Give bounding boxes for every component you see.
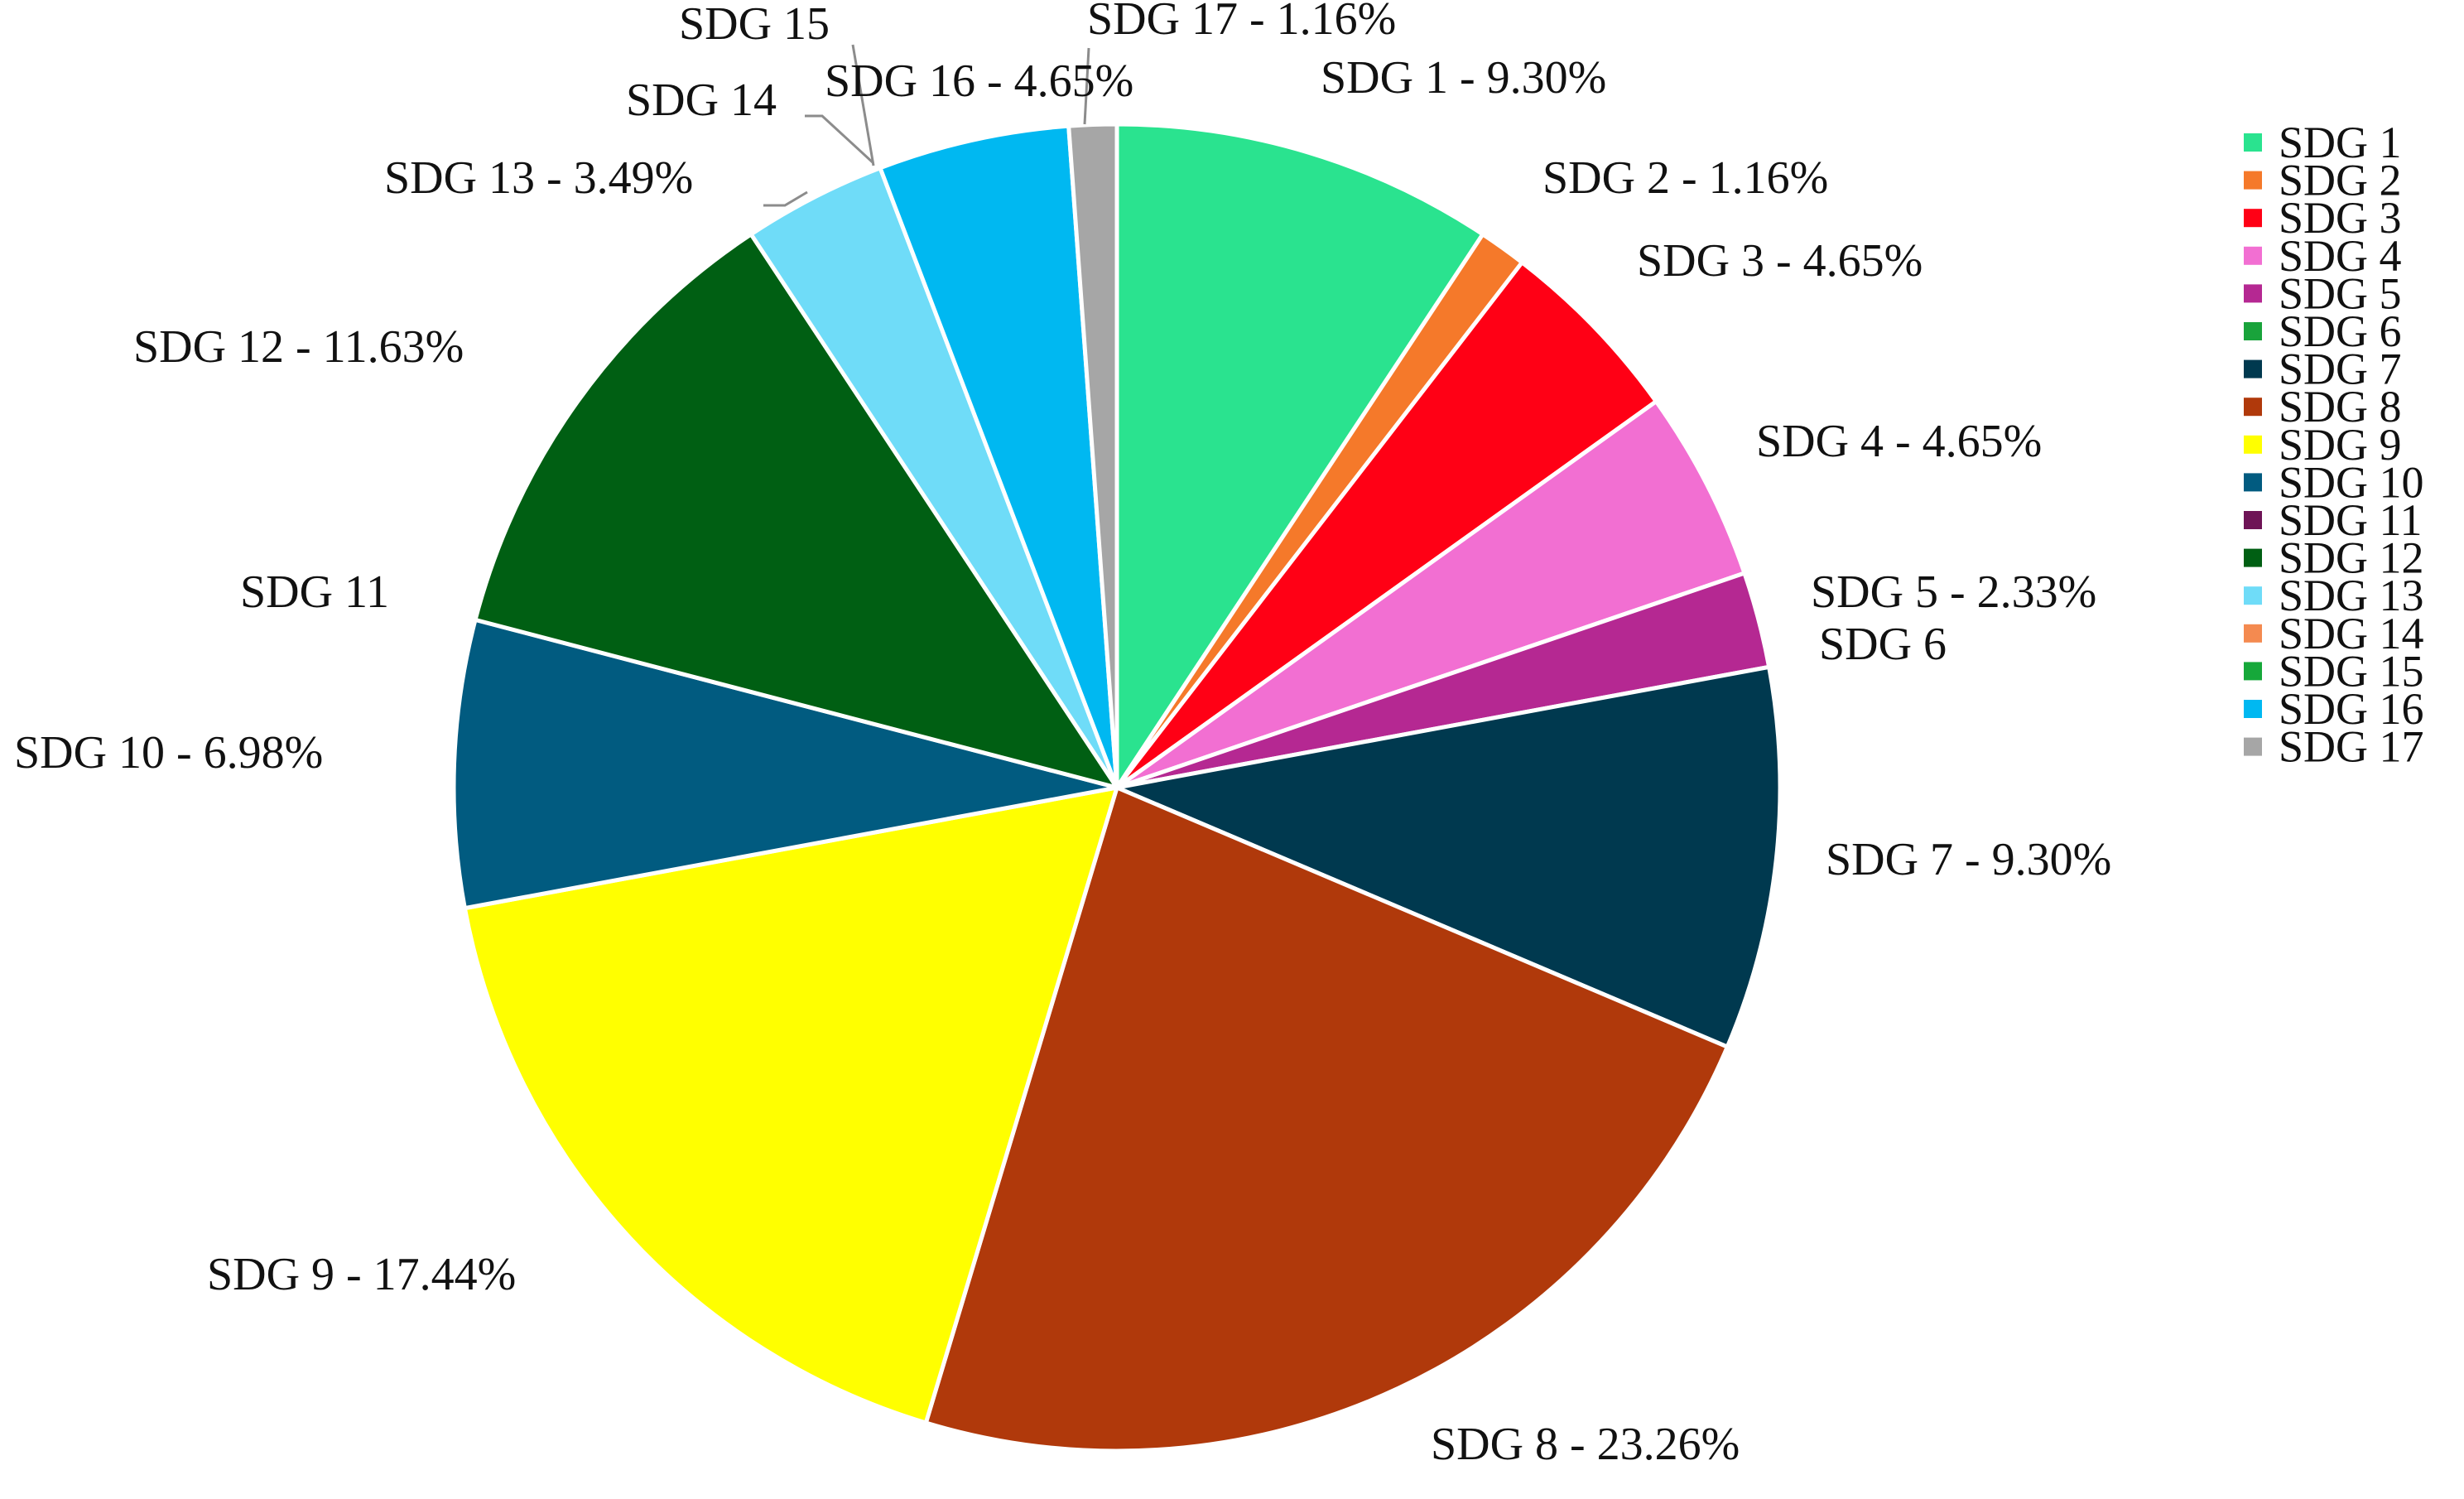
legend-swatch-sdg-9 (2244, 435, 2262, 454)
legend-swatch-sdg-2 (2244, 171, 2262, 190)
legend-label-sdg-14: SDG 14 (2279, 609, 2424, 658)
data-label-sdg-16: SDG 16 - 4.65% (825, 55, 1133, 107)
pie-slice-sdg-1 (1114, 122, 1485, 790)
leader-line-sdg-13 (763, 190, 808, 207)
slice-labels: SDG 1 - 9.30% SDG 2 - 1.16% SDG 3 - 4.65% S… (14, 0, 2111, 1470)
legend-label-sdg-15: SDG 15 (2279, 646, 2424, 696)
leader-line-sdg-17 (1083, 47, 1090, 125)
data-label-sdg-10: SDG 10 - 6.98% (14, 727, 323, 778)
pie-slice-sdg-3 (1114, 260, 1658, 790)
legend-swatch-sdg-13 (2244, 586, 2262, 605)
legend-label-sdg-10: SDG 10 (2279, 457, 2424, 507)
legend-label-sdg-9: SDG 9 (2279, 420, 2402, 470)
data-label-sdg-9: SDG 9 - 17.44% (207, 1249, 516, 1300)
legend-swatch-sdg-12 (2244, 548, 2262, 567)
legend-swatch-sdg-5 (2244, 284, 2262, 303)
data-label-sdg-2: SDG 2 - 1.16% (1542, 152, 1828, 204)
legend-swatch-sdg-4 (2244, 246, 2262, 265)
legend-label-sdg-17: SDG 17 (2279, 722, 2424, 772)
legend-swatch-sdg-10 (2244, 473, 2262, 492)
pie-slice-sdg-17 (1066, 122, 1119, 790)
legend-swatch-sdg-1 (2244, 133, 2262, 152)
legend-swatch-sdg-16 (2244, 700, 2262, 718)
legend-label-sdg-1: SDG 1 (2279, 118, 2402, 167)
pie-slice-sdg-9 (462, 785, 1119, 1425)
data-label-sdg-17: SDG 17 - 1.16% (1087, 0, 1396, 45)
data-label-sdg-12: SDG 12 - 11.63% (133, 321, 464, 373)
legend-label-sdg-6: SDG 6 (2279, 306, 2402, 356)
legend-swatch-sdg-8 (2244, 398, 2262, 417)
legend-label-sdg-16: SDG 16 (2279, 684, 2424, 734)
pie-slice-sdg-7 (1114, 664, 1783, 1049)
data-label-sdg-7: SDG 7 - 9.30% (1826, 834, 2111, 885)
legend-swatch-sdg-7 (2244, 359, 2262, 378)
legend-label-sdg-5: SDG 5 (2279, 268, 2402, 318)
data-label-sdg-13: SDG 13 - 3.49% (384, 152, 693, 204)
pie-slice-sdg-12 (473, 232, 1119, 790)
leader-line-sdg-15 (851, 44, 875, 166)
legend-swatch-sdg-15 (2244, 662, 2262, 681)
pie-slice-sdg-8 (923, 785, 1730, 1453)
legend-swatch-sdg-14 (2244, 624, 2262, 643)
legend-label-sdg-12: SDG 12 (2279, 533, 2424, 583)
legend-label-sdg-2: SDG 2 (2279, 156, 2402, 205)
legend-swatch-sdg-6 (2244, 322, 2262, 340)
data-label-sdg-8: SDG 8 - 23.26% (1431, 1419, 1740, 1470)
data-label-sdg-14: SDG 14 (626, 75, 777, 126)
legend-label-sdg-13: SDG 13 (2279, 571, 2424, 620)
data-label-sdg-6: SDG 6 (1819, 619, 1947, 670)
pie-slice-sdg-4 (1114, 399, 1747, 790)
legend-label-sdg-3: SDG 3 (2279, 193, 2402, 243)
pie-slices (451, 122, 1783, 1453)
data-label-sdg-4: SDG 4 - 4.65% (1756, 416, 2042, 467)
data-label-sdg-5: SDG 5 - 2.33% (1811, 566, 2096, 618)
leader-line-sdg-14 (805, 114, 875, 165)
legend-label-sdg-4: SDG 4 (2279, 231, 2402, 281)
data-label-sdg-11: SDG 11 (240, 566, 389, 618)
leader-lines (763, 44, 1090, 207)
legend-swatch-sdg-3 (2244, 209, 2262, 228)
pie-slice-sdg-16 (878, 123, 1119, 790)
pie-slice-sdg-10 (451, 617, 1119, 911)
legend-label-sdg-7: SDG 7 (2279, 345, 2402, 394)
data-label-sdg-3: SDG 3 - 4.65% (1637, 235, 1923, 287)
legend-swatch-sdg-17 (2244, 737, 2262, 756)
data-label-sdg-15: SDG 15 (679, 0, 830, 50)
legend-label-sdg-8: SDG 8 (2279, 382, 2402, 431)
data-label-sdg-1: SDG 1 - 9.30% (1321, 52, 1606, 104)
legend-swatch-sdg-11 (2244, 511, 2262, 529)
legend-label-sdg-11: SDG 11 (2279, 495, 2423, 545)
